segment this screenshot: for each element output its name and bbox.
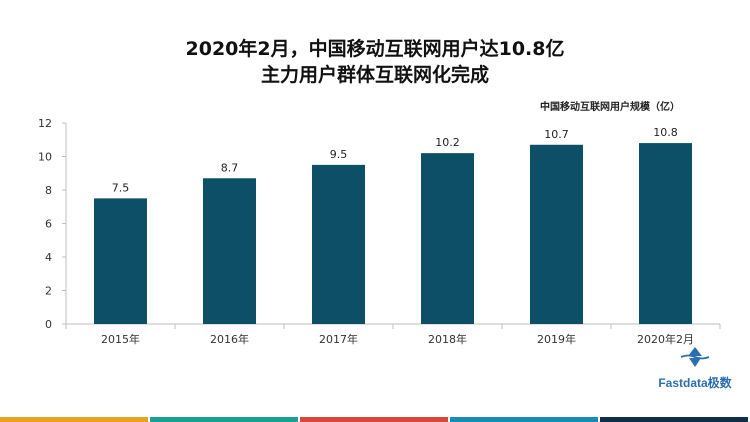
bar-value-label: 10.8 [653, 126, 678, 139]
logo-text: Fastdata极数 [658, 376, 732, 390]
x-category-label: 2015年 [101, 332, 140, 346]
y-tick-label: 10 [38, 151, 52, 164]
bar [530, 144, 583, 324]
bar-value-label: 7.5 [112, 181, 130, 194]
x-category-label: 2016年 [210, 332, 249, 346]
bar-value-label: 9.5 [330, 148, 348, 161]
color-stripe [0, 417, 148, 422]
chart-subtitle: 主力用户群体互联网化完成 [260, 64, 489, 86]
bar-value-label: 10.2 [435, 136, 460, 149]
bar-value-label: 8.7 [221, 161, 239, 174]
y-tick-label: 12 [38, 117, 52, 130]
bar [94, 198, 147, 324]
y-tick-label: 4 [45, 251, 52, 264]
x-category-label: 2018年 [428, 332, 467, 346]
color-stripe [150, 417, 298, 422]
x-category-label: 2019年 [537, 332, 576, 346]
iceberg-logo-icon [680, 347, 710, 367]
y-tick-label: 0 [45, 318, 52, 331]
y-tick-label: 8 [45, 184, 52, 197]
bar [421, 153, 474, 324]
fastdata-logo: Fastdata极数 [645, 346, 745, 391]
x-category-label: 2020年2月 [637, 332, 694, 346]
bar [639, 143, 692, 324]
color-stripe [300, 417, 448, 422]
color-stripe [450, 417, 598, 422]
bar [312, 164, 365, 324]
bar [203, 178, 256, 324]
bar-value-label: 10.7 [544, 128, 569, 141]
legend-label: 中国移动互联网用户规模（亿） [540, 102, 680, 113]
y-tick-label: 6 [45, 218, 52, 231]
x-category-label: 2017年 [319, 332, 358, 346]
chart-title: 2020年2月，中国移动互联网用户达10.8亿 [185, 38, 565, 60]
y-tick-label: 2 [45, 285, 52, 298]
color-stripe [600, 417, 748, 422]
